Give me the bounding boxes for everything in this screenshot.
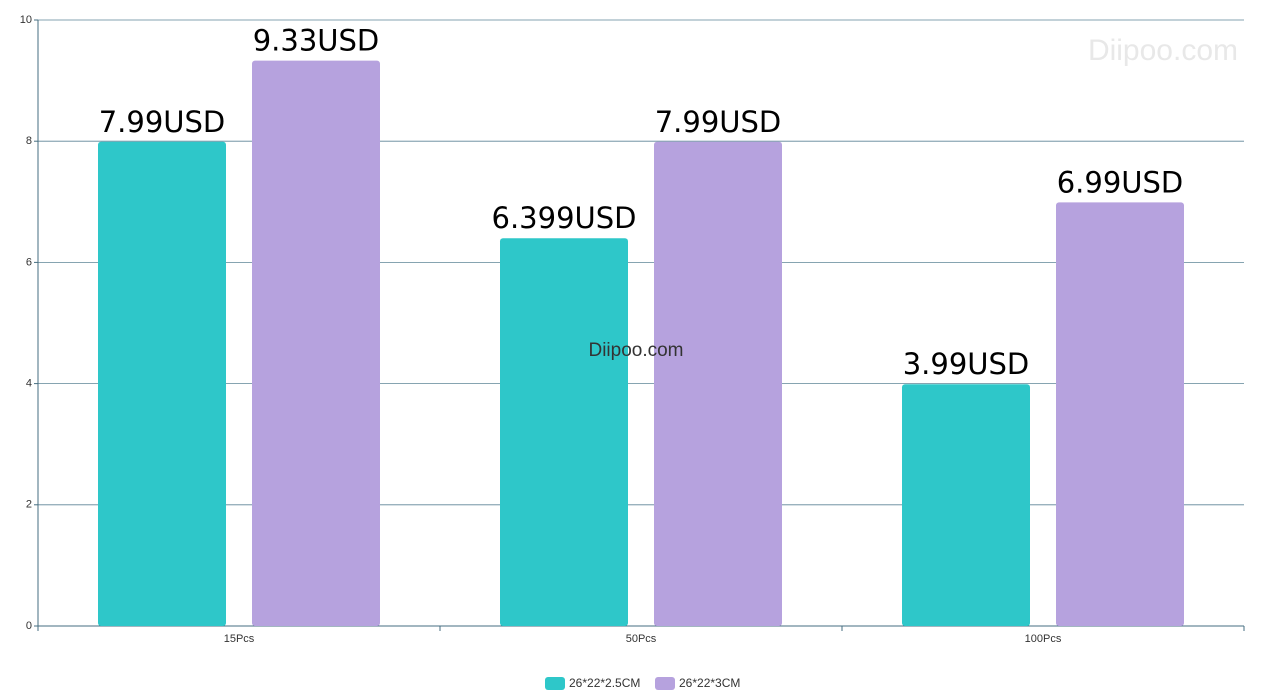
value-label: 6.399USD <box>492 201 637 235</box>
value-label: 3.99USD <box>903 347 1030 381</box>
y-tick-label: 10 <box>20 14 32 26</box>
watermark: Diipoo.com <box>588 340 683 361</box>
watermark: Diipoo.com <box>1088 34 1238 67</box>
bar <box>654 141 782 626</box>
y-tick-label: 8 <box>26 135 32 147</box>
value-label: 6.99USD <box>1057 165 1184 199</box>
bar <box>902 384 1030 626</box>
value-label: 7.99USD <box>655 105 782 139</box>
bar <box>252 60 380 627</box>
y-tick-label: 2 <box>26 499 32 511</box>
y-tick-label: 6 <box>26 256 32 268</box>
x-tick-label: 15Pcs <box>224 633 255 645</box>
bar <box>98 141 226 626</box>
legend-swatch <box>545 677 565 690</box>
legend-label: 26*22*3CM <box>679 676 740 690</box>
x-tick-label: 100Pcs <box>1025 633 1062 645</box>
value-label: 9.33USD <box>253 24 380 58</box>
x-tick-label: 50Pcs <box>626 633 657 645</box>
y-tick-label: 4 <box>26 378 32 390</box>
value-label: 7.99USD <box>99 105 226 139</box>
legend-label: 26*22*2.5CM <box>569 676 640 690</box>
bar <box>500 238 628 627</box>
bar <box>1056 202 1184 626</box>
legend-swatch <box>655 677 675 690</box>
y-tick-label: 0 <box>26 620 32 632</box>
